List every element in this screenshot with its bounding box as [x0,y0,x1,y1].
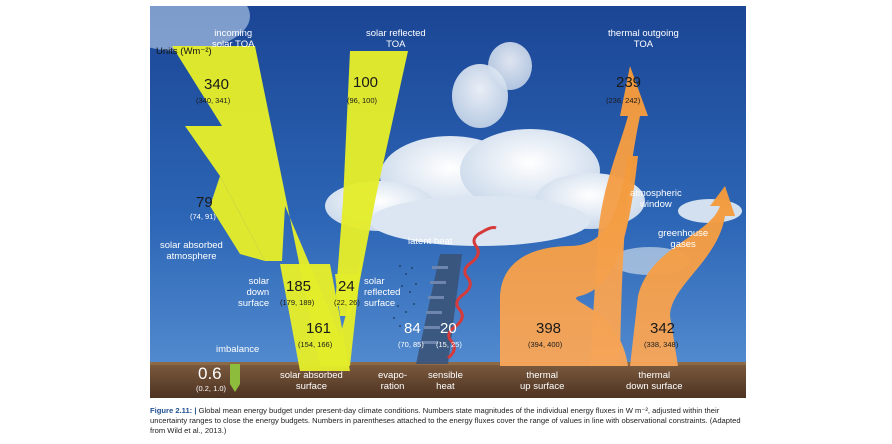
solar-reflected-toa-label: solar reflected TOA [366,28,426,50]
solar-reflected-surface-label-line3: surface [364,298,396,309]
sensible-heat-spiral [447,226,497,360]
solar-absorbed-surface-range: (154, 166) [298,340,333,349]
sensible-heat-label: sensible heat [428,370,463,392]
thermal-up-surface-value: 398 [536,320,562,337]
solar-down-surface-value: 185 [286,278,312,295]
sensible-heat-range: (15, 25) [436,340,462,349]
atmospheric-window-label-line1: atmospheric [630,188,682,199]
energy-budget-artwork [150,6,746,398]
evaporation-label-line2: ration [380,381,405,392]
atmospheric-window-label: atmospheric window [630,188,682,210]
thermal-down-surface-arrow [630,186,735,366]
thermal-down-surface-label-line2: down surface [626,381,683,392]
thermal-up-surface-range: (394, 400) [528,340,563,349]
greenhouse-gases-label: greenhouse gases [658,228,708,250]
thermal-up-surface-label-line2: up surface [520,381,565,392]
thermal-outgoing-toa-label: thermal outgoing TOA [608,28,679,50]
thermal-down-surface-label-line1: thermal [638,370,671,381]
thermal-outgoing-toa-value: 239 [616,74,642,91]
solar-reflected-toa-label-line1: solar reflected [366,28,426,39]
incoming-solar-toa-label: incoming solar TOA [212,28,254,50]
solar-absorbed-atmosphere-range: (74, 91) [190,212,216,221]
solar-down-surface-label: solar down surface [238,276,269,309]
sensible-heat-label-line1: sensible [428,370,463,381]
solar-absorbed-atmosphere-label: solar absorbed atmosphere [160,240,223,262]
latent-heat-label: latent heat [408,236,453,247]
caption-lead: Figure 2.11: | [150,406,197,415]
solar-reflected-surface-value: 24 [338,278,355,295]
greenhouse-gases-label-line2: gases [670,239,696,250]
evaporation-label-line1: evapo- [378,370,408,381]
solar-absorbed-atmosphere-arrow [210,176,265,261]
thermal-down-surface-label: thermal down surface [626,370,683,392]
thermal-outgoing-toa-label-line2: TOA [633,39,654,50]
reflected-solar-arrow [335,51,408,306]
solar-down-surface-range: (179, 189) [280,298,315,307]
solar-absorbed-surface-label-line2: surface [295,381,327,392]
evaporation-range: (70, 85) [398,340,424,349]
caption-text: Global mean energy budget under present-… [150,406,741,435]
thermal-up-surface-label: thermal up surface [520,370,564,392]
evaporation-label: evapo- ration [378,370,407,392]
solar-absorbed-surface-value: 161 [306,320,332,337]
thermal-up-surface-arrow [500,156,638,366]
solar-flux-arrows [172,46,408,392]
solar-down-surface-label-line1: solar [248,276,270,287]
energy-budget-figure: Units (Wm⁻²) incoming solar TOA 340 (340… [150,6,746,398]
solar-reflected-surface-label-line1: solar [364,276,385,287]
thermal-up-surface-label-line1: thermal [526,370,559,381]
thermal-outgoing-toa-label-line1: thermal outgoing [608,28,679,39]
thermal-outgoing-toa-range: (236, 242) [606,96,641,105]
incoming-solar-toa-value: 340 [204,76,230,93]
solar-reflected-toa-range: (96, 100) [347,96,378,105]
solar-reflected-surface-range: (22, 26) [334,298,360,307]
thermal-down-surface-range: (338, 348) [644,340,679,349]
evaporation-value: 84 [404,320,421,337]
atmospheric-window-label-line2: window [640,199,672,210]
units-label: Units (Wm⁻²) [156,46,212,57]
greenhouse-gases-label-line1: greenhouse [658,228,709,239]
latent-heat-column [416,254,462,364]
solar-reflected-surface-arrow [335,274,360,316]
solar-absorbed-atmosphere-value: 79 [196,194,213,211]
thermal-flux-arrows [500,66,735,366]
thermal-down-surface-value: 342 [650,320,676,337]
solar-absorbed-atmosphere-label-line2: atmosphere [166,251,217,262]
solar-absorbed-surface-label-line1: solar absorbed [280,370,343,381]
imbalance-arrow [230,364,240,392]
solar-reflected-toa-value: 100 [353,74,379,91]
solar-down-surface-label-line3: surface [238,298,270,309]
solar-down-surface-label-line2: down [246,287,270,298]
imbalance-value: 0.6 [198,364,222,383]
sun-glow [150,6,250,51]
sensible-heat-value: 20 [440,320,457,337]
imbalance-label: imbalance [216,344,260,355]
figure-caption: Figure 2.11: | Global mean energy budget… [150,406,746,436]
incoming-solar-toa-label-line1: incoming [214,28,253,39]
solar-reflected-surface-label-line2: reflected [364,287,401,298]
ground-strip [150,364,746,398]
solar-reflected-toa-label-line2: TOA [386,39,406,50]
incoming-solar-toa-range: (340, 341) [196,96,231,105]
solar-down-surface-arrow [280,264,350,371]
evaporation-dots [393,265,417,333]
incoming-solar-toa-label-line2: solar TOA [212,39,255,50]
solar-absorbed-surface-label: solar absorbed surface [280,370,343,392]
solar-absorbed-atmosphere-label-line1: solar absorbed [160,240,223,251]
sensible-heat-label-line2: heat [436,381,455,392]
imbalance-range: (0.2, 1.0) [196,384,227,393]
solar-reflected-surface-label: solar reflected surface [364,276,400,309]
